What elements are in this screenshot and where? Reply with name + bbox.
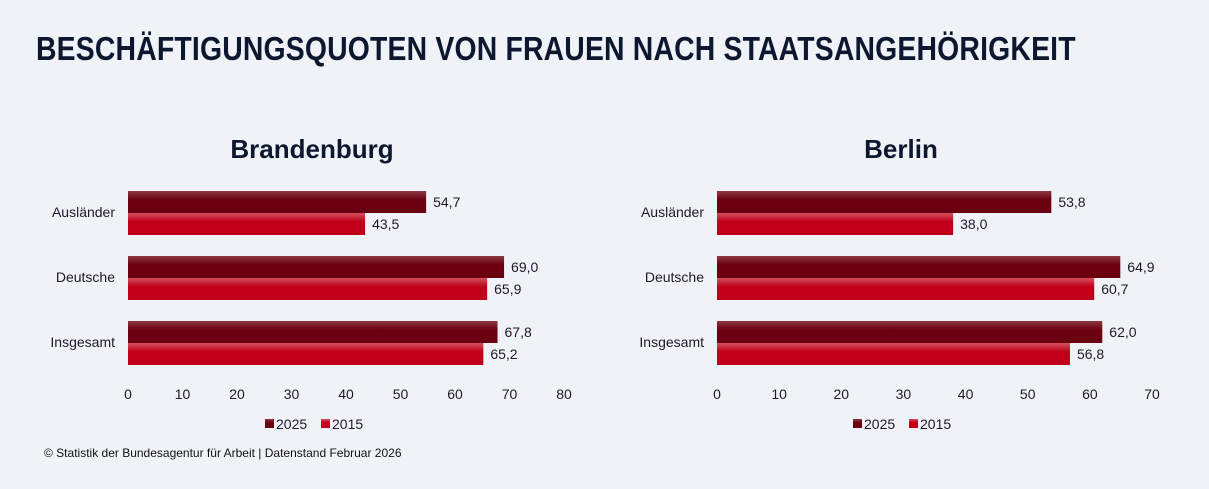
bar-2025 <box>717 256 1121 278</box>
chart-title: Brandenburg <box>230 134 393 164</box>
legend-label: 2015 <box>920 416 951 432</box>
data-label: 65,2 <box>490 346 517 362</box>
data-label: 38,0 <box>960 216 987 232</box>
bar-2015 <box>717 278 1095 300</box>
chart-berlin: Berlin Ausländer 53,8 38,0 Deutsche 64,9 60,7 I… <box>639 134 1160 432</box>
x-tick-label: 0 <box>124 386 132 402</box>
x-tick-label: 20 <box>229 386 245 402</box>
x-tick-label: 40 <box>338 386 354 402</box>
x-tick-label: 50 <box>1020 386 1036 402</box>
legend-label: 2015 <box>332 416 363 432</box>
data-label: 54,7 <box>433 194 460 210</box>
x-tick-label: 40 <box>958 386 974 402</box>
category-label: Insgesamt <box>50 334 115 350</box>
legend-swatch-2025 <box>853 419 862 428</box>
x-tick-label: 0 <box>713 386 721 402</box>
data-label: 56,8 <box>1077 346 1104 362</box>
data-label: 69,0 <box>511 259 538 275</box>
bar-2015 <box>717 343 1070 365</box>
bar-2015 <box>128 278 488 300</box>
bar-2025 <box>128 321 498 343</box>
bar-2015 <box>128 343 484 365</box>
category-label: Deutsche <box>56 269 115 285</box>
x-tick-label: 70 <box>1144 386 1160 402</box>
category-label: Ausländer <box>52 204 115 220</box>
legend-swatch-2025 <box>265 419 274 428</box>
bar-2025 <box>717 191 1052 213</box>
x-tick-label: 10 <box>175 386 191 402</box>
data-label: 60,7 <box>1101 281 1128 297</box>
data-label: 43,5 <box>372 216 399 232</box>
x-tick-label: 50 <box>393 386 409 402</box>
category-label: Ausländer <box>641 204 704 220</box>
bar-2025 <box>128 256 505 278</box>
chart-title: Berlin <box>864 134 938 164</box>
data-label: 65,9 <box>494 281 521 297</box>
category-label: Deutsche <box>645 269 704 285</box>
bar-2015 <box>717 213 954 235</box>
legend-label: 2025 <box>276 416 307 432</box>
data-label: 53,8 <box>1058 194 1085 210</box>
x-tick-label: 80 <box>556 386 572 402</box>
data-label: 64,9 <box>1127 259 1154 275</box>
x-tick-label: 30 <box>896 386 912 402</box>
legend-swatch-2015 <box>909 419 918 428</box>
category-label: Insgesamt <box>639 334 704 350</box>
data-label: 62,0 <box>1109 324 1136 340</box>
legend-swatch-2015 <box>321 419 330 428</box>
bar-2025 <box>717 321 1103 343</box>
x-tick-label: 70 <box>502 386 518 402</box>
chart-brandenburg: Brandenburg Ausländer 54,7 43,5 Deutsche 69,0… <box>50 134 572 432</box>
x-tick-label: 60 <box>447 386 463 402</box>
x-tick-label: 60 <box>1082 386 1098 402</box>
x-tick-label: 10 <box>771 386 787 402</box>
bar-2025 <box>128 191 427 213</box>
page-title: BESCHÄFTIGUNGSQUOTEN VON FRAUEN NACH STA… <box>36 30 1076 67</box>
data-label: 67,8 <box>505 324 532 340</box>
x-tick-label: 30 <box>284 386 300 402</box>
x-tick-label: 20 <box>833 386 849 402</box>
source-footer: © Statistik der Bundesagentur für Arbeit… <box>44 446 402 460</box>
bar-2015 <box>128 213 366 235</box>
legend-label: 2025 <box>864 416 895 432</box>
